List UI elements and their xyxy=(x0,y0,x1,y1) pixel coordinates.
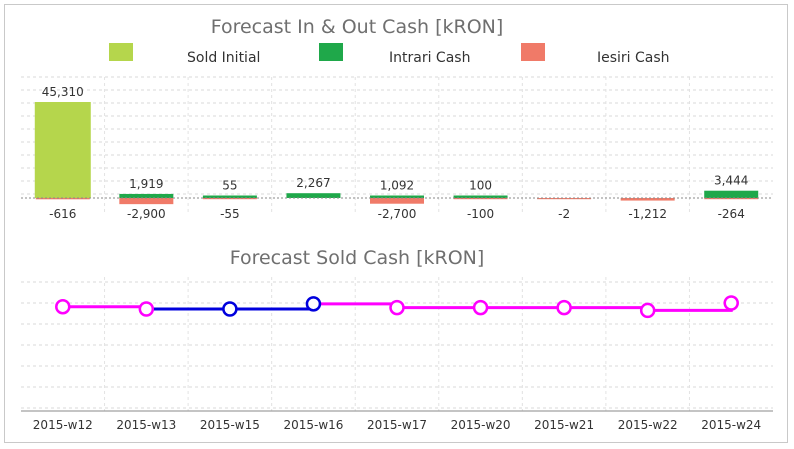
data-label-below: -2,700 xyxy=(378,207,417,221)
bar-chart: 45,310 -616 1,919 -2,900 55 -55 2,267 1,092 -2,7… xyxy=(21,76,773,221)
x-tick-label: 2015-w13 xyxy=(116,418,176,432)
bar-iesiri-cash xyxy=(537,198,592,200)
line-point xyxy=(723,295,739,311)
bar-intrari-cash xyxy=(286,193,341,198)
bar-iesiri-cash xyxy=(704,198,759,200)
chart-canvas: Forecast In & Out Cash [kRON] Sold Initi… xyxy=(21,16,773,432)
x-tick-label: 2015-w21 xyxy=(534,418,594,432)
data-label-below: -1,212 xyxy=(628,207,667,221)
data-label-below: -2,900 xyxy=(127,207,166,221)
bar-intrari-cash xyxy=(119,193,174,198)
line-point xyxy=(305,296,322,312)
data-label-below: -2 xyxy=(558,207,570,221)
bar-iesiri-cash xyxy=(453,198,508,200)
data-label-above: 3,444 xyxy=(714,174,748,188)
line-point xyxy=(55,298,71,315)
data-label-below: -100 xyxy=(467,207,494,221)
bar-iesiri-cash xyxy=(370,198,424,204)
data-label-below: -55 xyxy=(220,207,240,221)
x-tick-label: 2015-w17 xyxy=(367,418,427,432)
data-label-below: -616 xyxy=(49,207,76,221)
bar-intrari-cash xyxy=(453,195,508,198)
data-label-above: 55 xyxy=(222,179,237,193)
legend-label-0: Sold Initial xyxy=(187,50,260,66)
legend-swatch-2 xyxy=(521,43,545,61)
line-point xyxy=(472,299,489,316)
legend-swatch-0 xyxy=(109,43,133,61)
line-point xyxy=(222,301,238,317)
x-tick-label: 2015-w24 xyxy=(701,418,761,432)
data-label-above: 1,919 xyxy=(129,177,163,191)
line-point xyxy=(639,302,656,319)
bar-iesiri-cash xyxy=(620,198,675,201)
bar-chart-title: Forecast In & Out Cash [kRON] xyxy=(211,16,504,38)
line-point xyxy=(138,301,155,317)
line-segment xyxy=(647,303,733,312)
x-tick-label: 2015-w16 xyxy=(283,418,343,432)
line-point xyxy=(389,299,405,316)
line-chart-title: Forecast Sold Cash [kRON] xyxy=(230,247,485,269)
legend-swatch-1 xyxy=(319,43,343,61)
x-tick-label: 2015-w15 xyxy=(200,418,260,432)
legend: Sold Initial Intrari Cash Iesiri Cash xyxy=(109,43,670,66)
legend-label-2: Iesiri Cash xyxy=(597,50,670,66)
bar-iesiri-cash xyxy=(35,198,90,200)
data-label-above: 2,267 xyxy=(296,176,330,190)
bar-intrari-cash xyxy=(704,190,759,198)
data-label-above: 45,310 xyxy=(42,85,84,99)
legend-label-1: Intrari Cash xyxy=(389,50,470,66)
bar-sold-initial xyxy=(34,102,91,198)
bar-intrari-cash xyxy=(202,195,257,198)
x-tick-label: 2015-w22 xyxy=(618,418,678,432)
line-segment xyxy=(229,303,315,311)
line-point xyxy=(556,299,572,316)
data-label-below: -264 xyxy=(718,207,745,221)
bar-iesiri-cash xyxy=(119,198,174,205)
data-label-above: 100 xyxy=(469,179,492,193)
x-tick-label: 2015-w12 xyxy=(33,418,93,432)
x-tick-label: 2015-w20 xyxy=(451,418,511,432)
data-label-above: 1,092 xyxy=(380,179,414,193)
bar-iesiri-cash xyxy=(202,198,257,200)
line-chart: 2015-w12 2015-w13 2015-w15 2015-w16 2015-w17… xyxy=(21,277,773,432)
chart-frame: Forecast In & Out Cash [kRON] Sold Initi… xyxy=(4,4,788,443)
bar-intrari-cash xyxy=(370,195,424,198)
line-segment xyxy=(564,306,650,311)
